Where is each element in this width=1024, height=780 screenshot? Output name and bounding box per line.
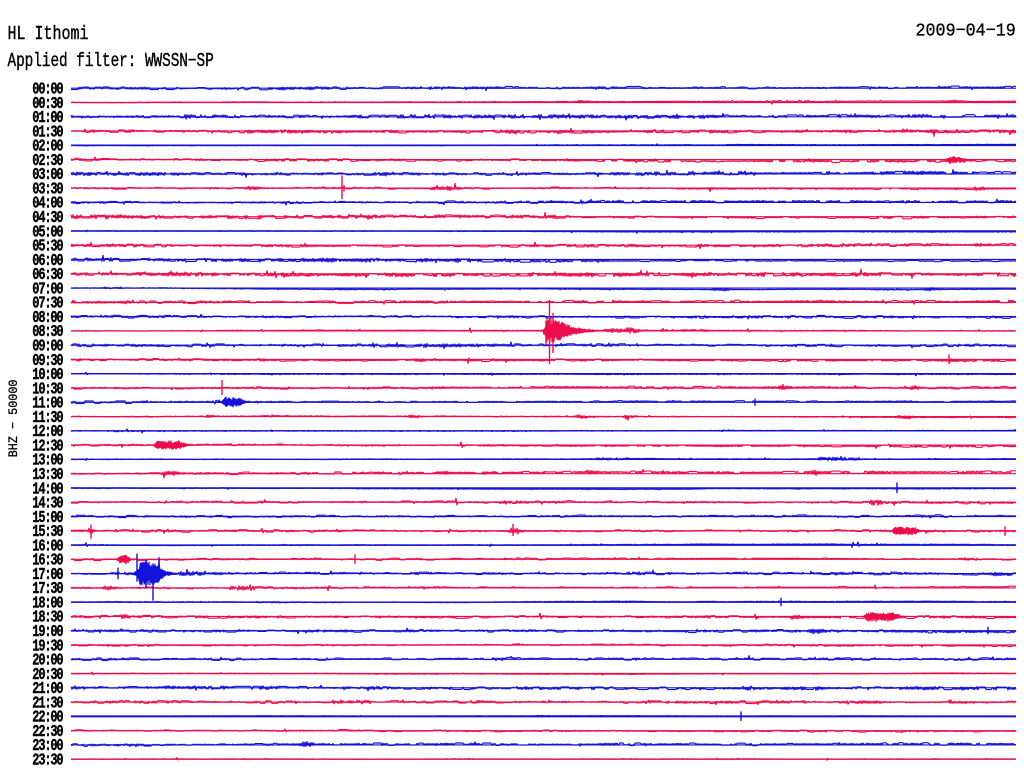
svg-text:07:00: 07:00 — [32, 281, 63, 299]
svg-text:02:00: 02:00 — [32, 138, 63, 156]
svg-text:15:00: 15:00 — [32, 509, 63, 527]
svg-text:02:30: 02:30 — [32, 152, 63, 170]
svg-text:21:30: 21:30 — [32, 695, 63, 713]
svg-text:23:30: 23:30 — [32, 752, 63, 770]
svg-text:06:30: 06:30 — [32, 267, 63, 285]
svg-text:17:00: 17:00 — [32, 566, 63, 584]
svg-text:09:30: 09:30 — [32, 352, 63, 370]
svg-text:16:00: 16:00 — [32, 538, 63, 556]
svg-text:12:30: 12:30 — [32, 438, 63, 456]
svg-text:21:00: 21:00 — [32, 681, 63, 699]
svg-text:14:00: 14:00 — [32, 481, 63, 499]
svg-text:HL Ithomi: HL Ithomi — [8, 23, 89, 46]
svg-text:01:00: 01:00 — [32, 110, 63, 128]
svg-text:05:30: 05:30 — [32, 238, 63, 256]
svg-text:11:00: 11:00 — [32, 395, 63, 413]
svg-text:20:30: 20:30 — [32, 666, 63, 684]
svg-text:22:00: 22:00 — [32, 709, 63, 727]
svg-text:10:00: 10:00 — [32, 366, 63, 384]
svg-text:14:30: 14:30 — [32, 495, 63, 513]
svg-text:18:00: 18:00 — [32, 595, 63, 613]
svg-text:23:00: 23:00 — [32, 738, 63, 756]
svg-text:09:00: 09:00 — [32, 338, 63, 356]
svg-text:19:00: 19:00 — [32, 623, 63, 641]
svg-text:Applied filter: WWSSN−SP: Applied filter: WWSSN−SP — [8, 51, 214, 72]
svg-text:17:30: 17:30 — [32, 581, 63, 599]
svg-text:22:30: 22:30 — [32, 723, 63, 741]
svg-text:11:30: 11:30 — [32, 409, 63, 427]
svg-text:05:00: 05:00 — [32, 224, 63, 242]
svg-text:00:30: 00:30 — [32, 95, 63, 113]
svg-text:13:30: 13:30 — [32, 466, 63, 484]
svg-text:19:30: 19:30 — [32, 638, 63, 656]
svg-text:04:00: 04:00 — [32, 195, 63, 213]
svg-text:2009−04−19: 2009−04−19 — [915, 21, 1015, 42]
svg-text:16:30: 16:30 — [32, 552, 63, 570]
svg-text:12:00: 12:00 — [32, 424, 63, 442]
svg-text:18:30: 18:30 — [32, 609, 63, 627]
svg-text:03:00: 03:00 — [32, 167, 63, 185]
svg-text:04:30: 04:30 — [32, 209, 63, 227]
svg-text:15:30: 15:30 — [32, 524, 63, 542]
svg-text:01:30: 01:30 — [32, 124, 63, 142]
svg-text:08:30: 08:30 — [32, 324, 63, 342]
svg-text:BHZ − 50000: BHZ − 50000 — [6, 379, 21, 457]
svg-text:03:30: 03:30 — [32, 181, 63, 199]
svg-text:08:00: 08:00 — [32, 309, 63, 327]
svg-text:00:00: 00:00 — [32, 81, 63, 99]
svg-text:07:30: 07:30 — [32, 295, 63, 313]
svg-text:20:00: 20:00 — [32, 652, 63, 670]
svg-text:06:00: 06:00 — [32, 252, 63, 270]
svg-text:13:00: 13:00 — [32, 452, 63, 470]
svg-text:10:30: 10:30 — [32, 381, 63, 399]
